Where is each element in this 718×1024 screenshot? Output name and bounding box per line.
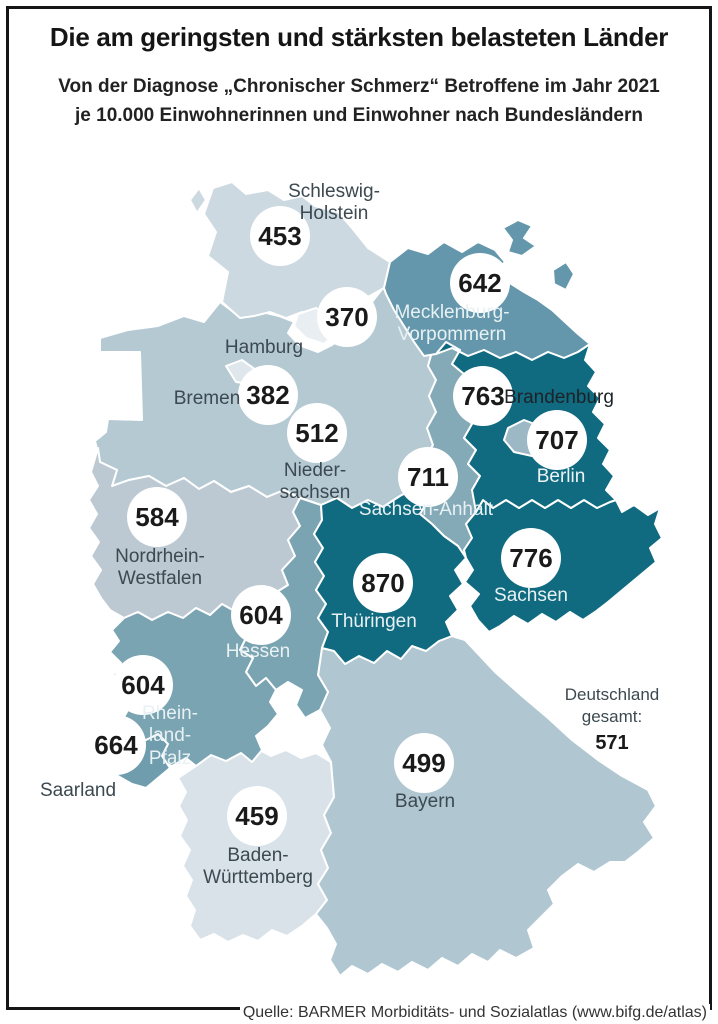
subtitle-line-1: Von der Diagnose „Chronischer Schmerz“ B… [58, 76, 660, 97]
national-total-value: 571 [595, 732, 629, 755]
state-shape-rheinland-pfalz [109, 599, 279, 767]
value-badge-brandenburg: 763 [453, 366, 513, 426]
state-label-sachsen-anhalt: Sachsen-Anhalt [358, 499, 494, 520]
value-badge-sachsen-anhalt: 711 [398, 447, 458, 507]
state-label-thueringen: Thüringen [331, 611, 417, 632]
state-shape-bayern [315, 635, 657, 977]
state-label-nordrhein-westfalen: Nordrhein- Westfalen [115, 546, 205, 590]
value-badge-sachsen: 776 [501, 528, 561, 588]
subtitle-line-2: je 10.000 Einwohnerinnen und Einwohner n… [75, 105, 643, 127]
island-usedom [552, 261, 575, 291]
state-label-bremen: Bremen [173, 388, 241, 409]
national-total-label: Deutschland gesamt: [564, 685, 660, 727]
value-badge-rheinland-pfalz: 604 [113, 655, 173, 715]
page-title: Die am geringsten und stärksten belastet… [49, 22, 669, 52]
state-label-brandenburg: Brandenburg [504, 387, 614, 408]
subtitle: Von der Diagnose „Chronischer Schmerz“ B… [0, 72, 718, 131]
value-badge-niedersachsen: 512 [287, 403, 347, 463]
value-badge-thueringen: 870 [353, 553, 413, 613]
state-label-saarland: Saarland [39, 780, 117, 801]
source-credit: Quelle: BARMER Morbiditäts- und Sozialat… [239, 1004, 710, 1022]
value-badge-bremen: 382 [238, 365, 298, 425]
state-label-baden-wuerttemberg: Baden- Württemberg [203, 845, 313, 889]
state-label-hessen: Hessen [225, 641, 291, 662]
value-badge-bayern: 499 [394, 733, 454, 793]
state-label-schleswig-holstein: Schleswig-Holstein [288, 181, 380, 225]
state-label-niedersachsen: Nieder- sachsen [279, 460, 351, 504]
island-sylt [189, 187, 207, 214]
value-badge-mecklenburg-vorpommern: 642 [450, 253, 510, 313]
state-label-mecklenburg-vorpommern: Mecklenburg- Vorpommern [394, 302, 510, 346]
value-badge-hessen: 604 [231, 585, 291, 645]
national-total: Deutschland gesamt: 571 [537, 684, 687, 755]
state-label-rheinland-pfalz: Rhein- land- Pfalz [142, 703, 198, 769]
value-badge-baden-wuerttemberg: 459 [227, 786, 287, 846]
state-label-hamburg: Hamburg [224, 337, 304, 358]
value-badge-berlin: 707 [527, 410, 587, 470]
state-label-sachsen: Sachsen [494, 585, 568, 606]
value-badge-saarland: 664 [86, 715, 146, 775]
state-label-bayern: Bayern [394, 791, 456, 812]
island-ruegen [502, 219, 537, 257]
value-badge-nordrhein-westfalen: 584 [127, 487, 187, 547]
value-badge-schleswig-holstein: 453 [250, 206, 310, 266]
value-badge-hamburg: 370 [317, 287, 377, 347]
state-label-berlin: Berlin [536, 466, 586, 487]
